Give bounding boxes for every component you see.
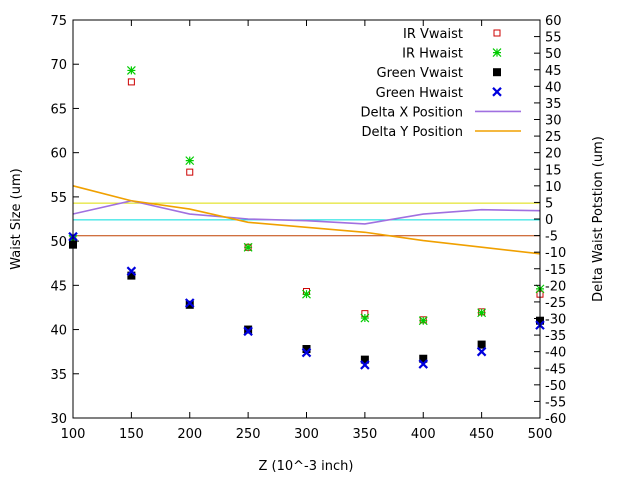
legend-label: Delta Y Position: [361, 125, 463, 140]
y2-tick-label: -60: [545, 412, 566, 427]
data-point: [185, 156, 195, 166]
y2-tick-label: 50: [545, 47, 562, 62]
y2-tick-label: 15: [545, 163, 562, 178]
data-point: [243, 326, 253, 337]
y2-tick-label: -25: [545, 296, 566, 311]
data-point: [185, 300, 194, 309]
y2-tick-label: 30: [545, 114, 562, 129]
data-point: [127, 78, 135, 86]
y2-tick-label: -50: [545, 379, 566, 394]
y2-tick-label: -35: [545, 329, 566, 344]
data-point: [302, 345, 311, 354]
y2-tick-label: -45: [545, 362, 566, 377]
y2-tick-label: 60: [545, 14, 562, 29]
series-layer: [68, 65, 545, 370]
y-tick-label: 45: [50, 279, 67, 294]
y2-tick-label: -40: [545, 346, 566, 361]
y-tick-label: 50: [50, 235, 67, 250]
series-ir-hwaist: [68, 65, 545, 326]
data-point: [477, 340, 486, 349]
data-point: [301, 347, 312, 358]
y2-tick-label: 35: [545, 97, 562, 112]
series-line: [72, 185, 541, 255]
y2-tick-label: 20: [545, 147, 562, 162]
y2-tick-label: 25: [545, 130, 562, 145]
legend: IR Vwaist IR Hwaist Green Vwaist Green Hwai…: [361, 27, 521, 140]
y2-tick-label: -5: [545, 230, 558, 245]
x-tick-label: 250: [236, 427, 261, 442]
legend-swatch: [492, 87, 502, 97]
data-point: [360, 355, 369, 364]
data-point: [186, 168, 194, 176]
x-tick-label: 300: [294, 427, 319, 442]
y2-tick-label: 0: [545, 213, 553, 228]
y2-tick-label: -10: [545, 246, 566, 261]
data-point: [477, 308, 487, 318]
data-point: [184, 298, 195, 308]
y-tick-label: 55: [50, 191, 67, 206]
x-tick-label: 100: [61, 427, 86, 442]
y-tick-label: 60: [50, 147, 67, 162]
x-axis-label: Z (10^-3 inch): [259, 459, 354, 474]
y2-tick-label: -55: [545, 395, 566, 410]
legend-label: Green Hwaist: [376, 86, 463, 101]
data-point: [418, 316, 428, 326]
series-delta-y-position: [72, 185, 541, 255]
x-tick-label: 400: [411, 427, 436, 442]
data-point: [127, 271, 136, 280]
y-tick-label: 35: [50, 368, 67, 383]
x-tick-label: 200: [177, 427, 202, 442]
series-delta-x-position: [72, 199, 541, 225]
y2-tick-label: 5: [545, 196, 553, 211]
y-tick-label: 30: [50, 412, 67, 427]
y-axis-label: Waist Size (um): [9, 168, 24, 269]
x-tick-label: 150: [119, 427, 144, 442]
series-ir-vwaist: [69, 78, 544, 324]
y2-tick-label: -15: [545, 263, 566, 278]
legend-swatch: [492, 48, 502, 58]
x-tick-label: 350: [352, 427, 377, 442]
series-green-hwaist: [68, 231, 545, 370]
y-tick-label: 40: [50, 324, 67, 339]
y2-tick-label: 45: [545, 64, 562, 79]
axes-layer: 100 150 200 250 300 350 400 450 5003035404550556…: [50, 14, 566, 442]
legend-label: IR Hwaist: [402, 47, 463, 62]
data-point: [243, 242, 253, 252]
y2-tick-label: 55: [545, 31, 562, 46]
legend-swatch: [493, 68, 501, 77]
data-point: [244, 325, 253, 334]
y2-tick-label: 10: [545, 180, 562, 195]
reference-lines: [73, 202, 540, 237]
data-point: [476, 346, 487, 357]
data-point: [360, 360, 370, 370]
legend-label: Green Vwaist: [377, 66, 463, 81]
y-tick-label: 65: [50, 102, 67, 117]
x-tick-label: 450: [469, 427, 494, 442]
y-tick-label: 70: [50, 58, 67, 73]
data-point: [418, 359, 429, 369]
data-point: [302, 289, 311, 299]
y-tick-label: 75: [50, 14, 67, 29]
legend-label: IR Vwaist: [403, 27, 463, 42]
data-point: [419, 354, 428, 363]
y2-tick-label: -20: [545, 279, 566, 294]
legend-label: Delta X Position: [361, 105, 463, 120]
y2-axis-label: Delta Waist Potstion (um): [591, 136, 606, 302]
y2-tick-label: 40: [545, 80, 562, 95]
series-green-vwaist: [69, 240, 544, 364]
data-point: [126, 266, 137, 276]
data-point: [126, 65, 136, 75]
legend-swatch: [493, 29, 501, 37]
series-line: [72, 199, 541, 225]
data-point: [360, 313, 370, 323]
plot-frame: [72, 19, 541, 419]
x-tick-label: 500: [528, 427, 553, 442]
y2-tick-label: -30: [545, 313, 566, 328]
